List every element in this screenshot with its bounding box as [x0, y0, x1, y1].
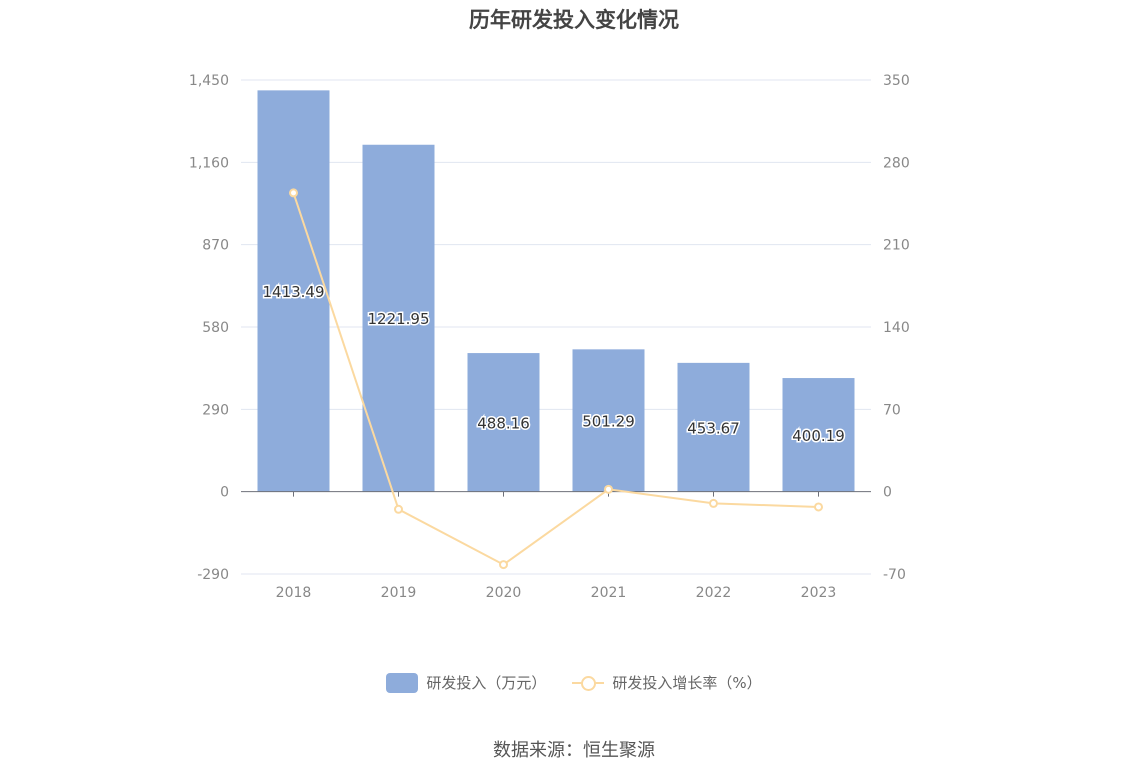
legend-item-growth-rate[interactable]: 研发投入增长率（%）	[572, 672, 762, 693]
growth-point	[604, 484, 613, 494]
y-left-tick-label: 580	[202, 320, 229, 336]
x-tick-label: 2021	[591, 585, 627, 601]
x-tick-label: 2022	[696, 585, 732, 601]
chart-title: 历年研发投入变化情况	[469, 8, 679, 32]
y-right-tick-label: 210	[883, 238, 910, 254]
y-left-tick-label: 1,450	[189, 73, 229, 89]
bar	[782, 378, 855, 492]
growth-point	[289, 188, 298, 198]
bar	[257, 90, 330, 492]
y-right-tick-label: 70	[883, 402, 901, 418]
legend-line-swatch	[572, 673, 605, 693]
y-right-tick-label: 140	[883, 320, 910, 336]
legend-label-growth-rate: 研发投入增长率（%）	[612, 674, 762, 692]
x-tick-label: 2020	[486, 585, 522, 601]
y-right-tick-label: 350	[883, 73, 910, 89]
growth-point	[814, 502, 823, 512]
y-left-tick-label: 1,160	[189, 155, 229, 171]
bar-data-label: 501.29	[582, 413, 635, 431]
bar	[677, 362, 750, 492]
growth-point	[499, 560, 508, 570]
y-left-tick-label: 0	[220, 485, 229, 501]
x-tick-label: 2018	[276, 585, 312, 601]
growth-point	[709, 498, 718, 508]
x-tick-label: 2023	[801, 585, 837, 601]
legend-bar-swatch	[386, 672, 419, 693]
bar	[572, 349, 645, 492]
y-right-tick-label: -70	[883, 567, 906, 583]
bar-data-label: 1413.49	[262, 283, 324, 301]
growth-point	[394, 504, 403, 514]
bar-data-label: 1221.95	[367, 310, 429, 328]
bar	[467, 353, 540, 492]
legend-label-rd-investment: 研发投入（万元）	[426, 674, 547, 692]
bar-data-label: 400.19	[792, 427, 845, 445]
combo-chart: -290 0 290 580 870 1,160 1,450 -70 0 70 140 210 280 3…	[189, 73, 910, 601]
legend-item-rd-investment[interactable]: 研发投入（万元）	[386, 672, 546, 693]
x-tick-label: 2019	[381, 585, 417, 601]
y-left-tick-label: 290	[202, 402, 229, 418]
legend: 研发投入（万元） 研发投入增长率（%）	[0, 672, 1148, 693]
y-left-tick-label: -290	[197, 567, 229, 583]
bar-data-label: 453.67	[687, 419, 740, 437]
growth-line	[292, 192, 819, 566]
bar-data-label: 488.16	[477, 414, 530, 432]
y-right-tick-label: 0	[883, 485, 892, 501]
y-right-tick-label: 280	[883, 155, 910, 171]
y-left-tick-label: 870	[202, 238, 229, 254]
data-source: 数据来源：恒生聚源	[493, 740, 655, 761]
